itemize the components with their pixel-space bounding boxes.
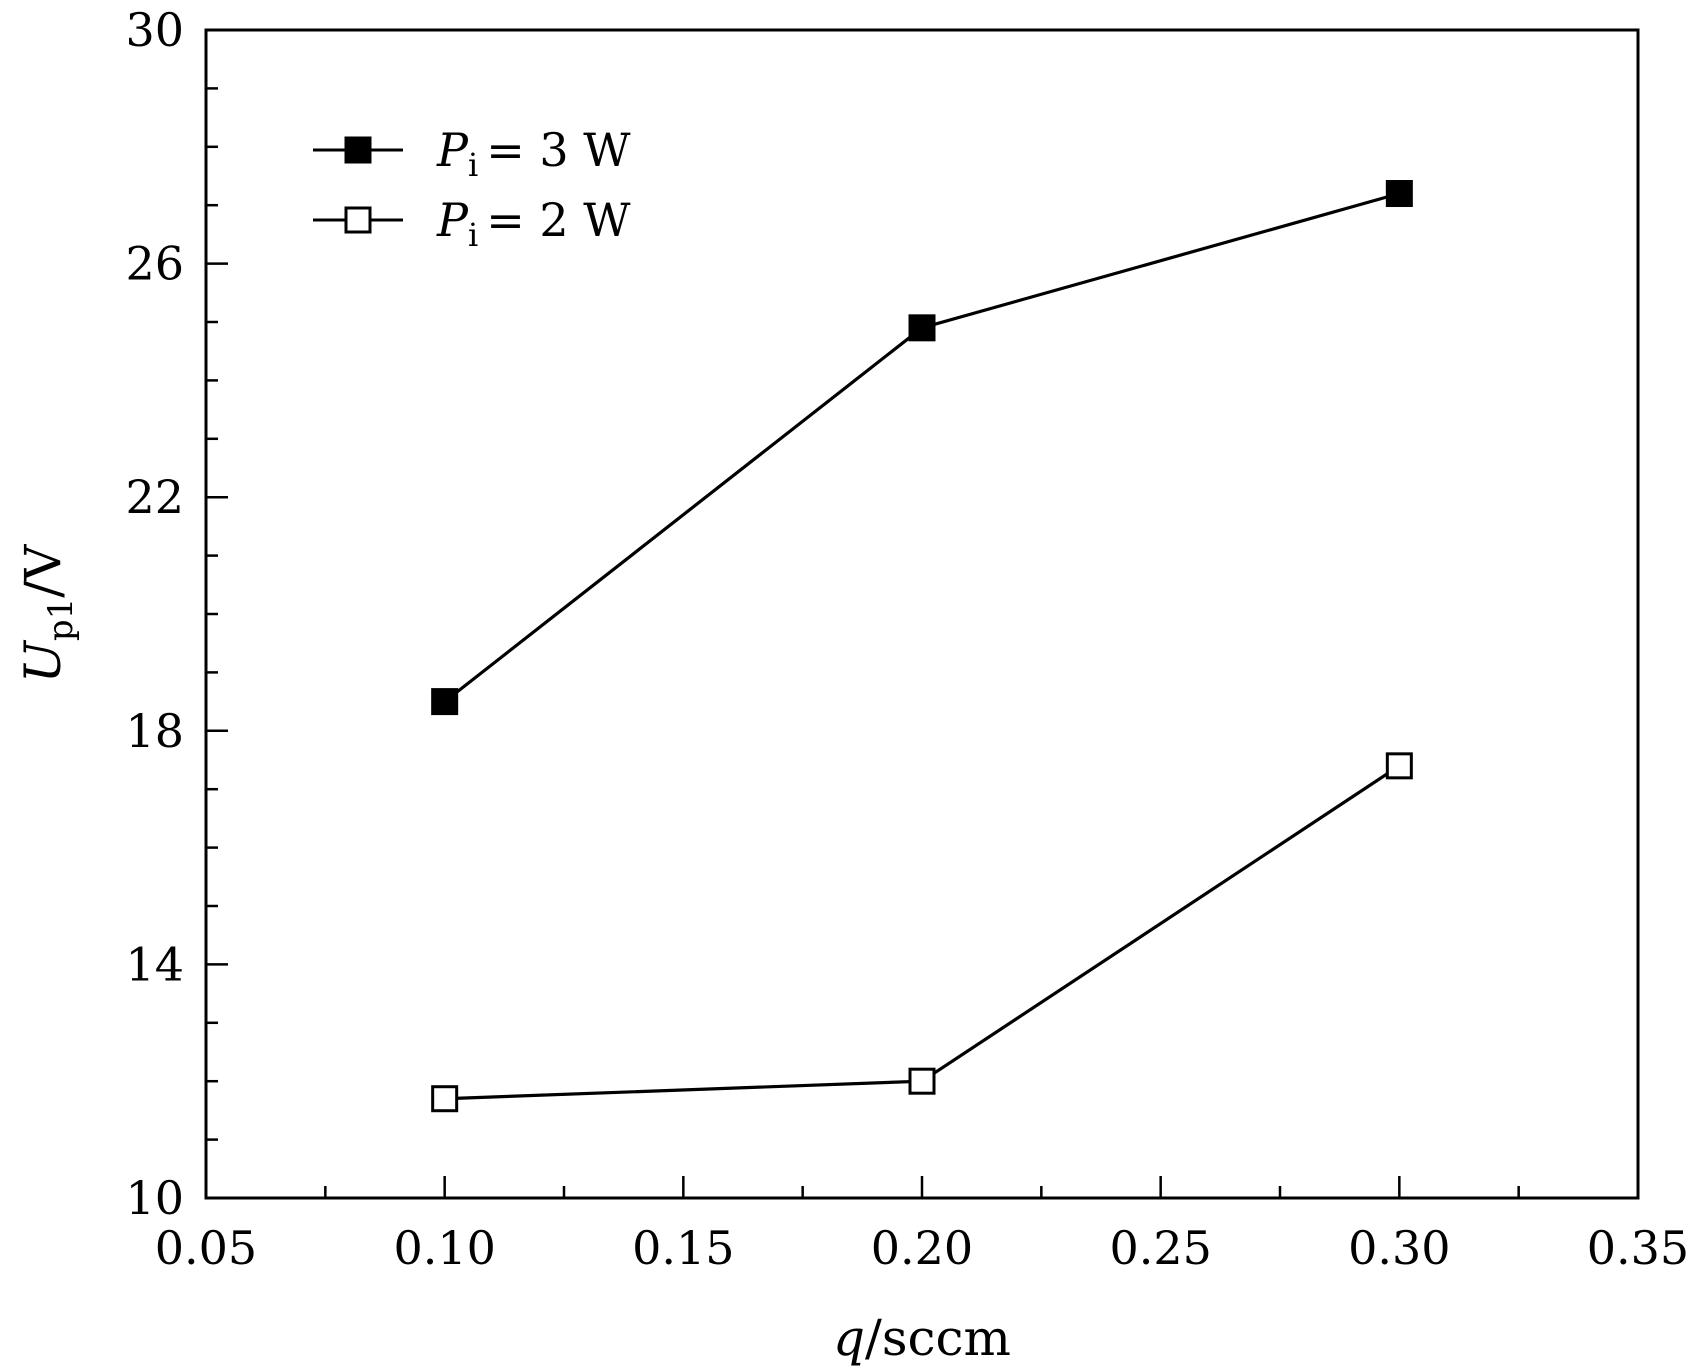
axis-ticks: 0.05 0.10 0.15 0.20 0.25 0.30 0.35 10 14 18 22 26 30 bbox=[125, 3, 1689, 1275]
x-tick-label: 0.15 bbox=[632, 1221, 734, 1275]
legend-entry-series-2: Pi = 2 W bbox=[313, 193, 631, 254]
y-tick-label: 14 bbox=[125, 937, 184, 991]
y-axis-label: Up1/V bbox=[14, 544, 81, 683]
plot-frame bbox=[204, 28, 1640, 1200]
series-1 bbox=[431, 180, 1413, 716]
x-axis-label: q/sccm bbox=[833, 1309, 1011, 1367]
legend-label-series-2: Pi = 2 W bbox=[436, 193, 631, 254]
legend: Pi = 3 W Pi = 2 W bbox=[313, 123, 631, 254]
legend-entry-series-1: Pi = 3 W bbox=[313, 123, 631, 184]
data-point bbox=[908, 1067, 936, 1095]
y-tick-label: 18 bbox=[125, 704, 184, 758]
series-line bbox=[443, 191, 1400, 703]
x-tick-label: 0.35 bbox=[1587, 1221, 1689, 1275]
x-tick-label: 0.10 bbox=[393, 1221, 495, 1275]
x-tick-label: 0.05 bbox=[155, 1221, 257, 1275]
data-point bbox=[1385, 752, 1413, 780]
x-tick-label: 0.20 bbox=[871, 1221, 973, 1275]
x-tick-label: 0.25 bbox=[1109, 1221, 1211, 1275]
series-2 bbox=[431, 752, 1413, 1113]
data-point bbox=[431, 688, 459, 716]
legend-marker-open-square bbox=[344, 206, 372, 234]
legend-label-series-1: Pi = 3 W bbox=[436, 123, 631, 184]
x-tick-label: 0.30 bbox=[1348, 1221, 1450, 1275]
legend-marker-filled-square bbox=[344, 136, 372, 164]
series-line bbox=[444, 764, 1401, 1101]
y-tick-label: 30 bbox=[125, 3, 184, 57]
y-tick-label: 22 bbox=[125, 470, 184, 524]
y-tick-label: 10 bbox=[125, 1171, 184, 1225]
data-point bbox=[1385, 180, 1413, 208]
data-point bbox=[908, 314, 936, 342]
y-tick-label: 26 bbox=[125, 237, 184, 291]
series-layer bbox=[431, 180, 1413, 1113]
data-point bbox=[431, 1085, 459, 1113]
